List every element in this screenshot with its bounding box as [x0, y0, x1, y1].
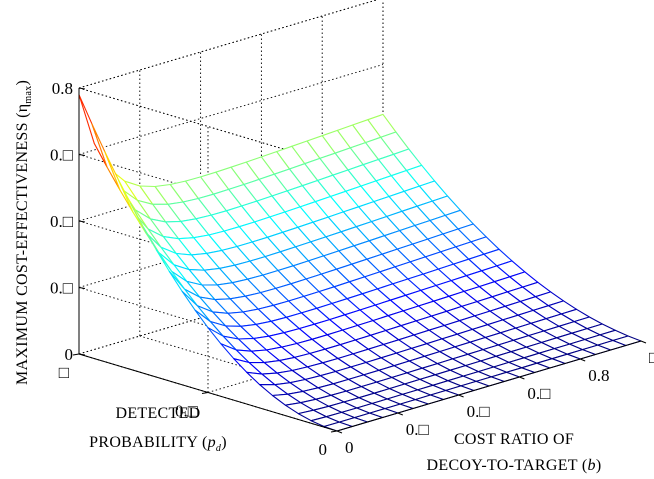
x-tick-mark — [336, 430, 343, 434]
z-tick-mark — [78, 353, 86, 356]
x-tick-label: 0.8 — [588, 366, 609, 385]
z-tick-label: 0.□ — [50, 279, 73, 298]
z-tick-label: 0.□ — [50, 212, 73, 231]
y-axis-label-line1: DETECTED — [115, 405, 200, 422]
x-tick-label: 0.□ — [406, 420, 429, 439]
x-tick-mark — [397, 412, 403, 416]
back-wall-z-gridline — [78, 64, 384, 155]
y-axis-label-line2: PROBABILITY (pd) — [89, 434, 227, 454]
y-tick-label: □ — [59, 363, 69, 382]
x-tick-label: 0 — [345, 438, 354, 457]
y-tick-label: 0.□ — [175, 402, 198, 421]
x-tick-mark — [640, 340, 647, 344]
x-tick-mark — [519, 376, 525, 380]
y-tick-mark — [330, 430, 338, 433]
y-tick-mark — [72, 353, 80, 356]
axis-lines — [72, 87, 647, 434]
x-tick-label: □ — [649, 348, 654, 367]
z-axis-label: MAXIMUM COST-EFFECTIVENESS (ηmax) — [14, 80, 34, 385]
y-axis-label: DETECTED PROBABILITY (pd) — [89, 405, 227, 454]
back-wall-z-gridline — [78, 0, 378, 89]
z-tick-label: 0.□ — [50, 146, 73, 165]
z-tick-label: 0.8 — [52, 79, 73, 98]
z-tick-mark — [78, 154, 86, 156]
x-tick-label: 0.□ — [467, 402, 490, 421]
x-tick-label: 0.□ — [527, 384, 550, 403]
z-tick-mark — [78, 287, 86, 289]
x-axis-label-line1: COST RATIO OF — [454, 431, 574, 448]
x-axis-label-line2: DECOY-TO-TARGET (b) — [427, 457, 602, 474]
z-tick-mark — [78, 220, 86, 223]
surface-mesh — [78, 94, 642, 432]
top-back-edge — [78, 0, 378, 89]
y-tick-mark — [201, 392, 209, 394]
x-tick-mark — [458, 394, 464, 398]
x-tick-mark — [580, 358, 586, 362]
x-axis-line — [336, 340, 642, 432]
z-tick-label: 0 — [65, 345, 74, 364]
tick-labels: 00.□0.□0.□0.800.□0.□0.□0.8□00.□□ — [50, 79, 654, 459]
x-axis-label: COST RATIO OF DECOY-TO-TARGET (b) — [427, 431, 602, 474]
y-tick-label: 0 — [319, 440, 328, 459]
z-tick-mark — [78, 87, 86, 90]
